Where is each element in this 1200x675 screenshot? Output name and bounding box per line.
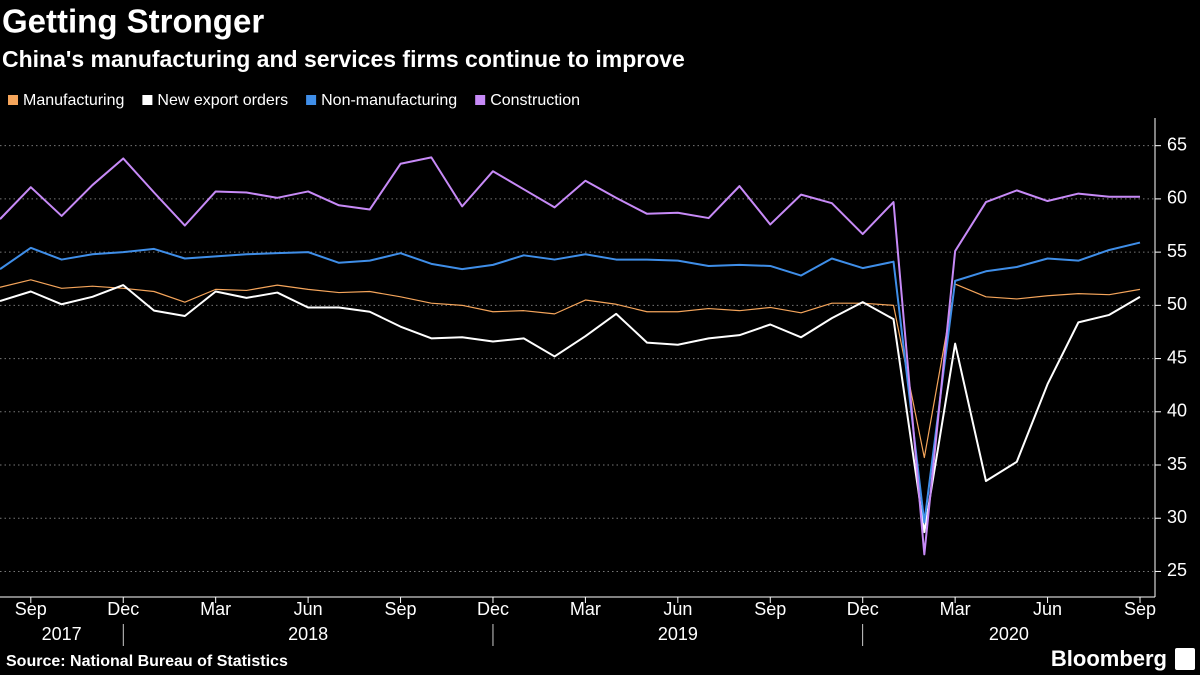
series-line	[0, 279, 1141, 459]
legend-swatch	[142, 95, 153, 105]
brand: Bloomberg	[1051, 646, 1167, 671]
year-label: 2019	[658, 624, 698, 644]
brand-icon	[1175, 648, 1195, 670]
y-tick-label: 45	[1167, 347, 1187, 367]
x-tick-label: Dec	[847, 599, 879, 619]
source: Source: National Bureau of Statistics	[6, 653, 288, 670]
y-tick-label: 25	[1167, 560, 1187, 580]
x-tick-label: Mar	[200, 599, 231, 619]
chart-title: Getting Stronger	[2, 3, 264, 40]
y-tick-label: 30	[1167, 507, 1187, 527]
y-tick-label: 35	[1167, 454, 1187, 474]
x-tick-label: Sep	[754, 599, 786, 619]
year-label: 2017	[42, 624, 82, 644]
series-line	[0, 156, 1140, 556]
y-tick-label: 55	[1167, 241, 1187, 261]
x-tick-label: Sep	[1124, 599, 1156, 619]
x-tick-label: Dec	[477, 599, 509, 619]
x-tick-label: Sep	[15, 599, 47, 619]
legend-swatch	[306, 95, 317, 105]
legend-label: New export orders	[157, 92, 288, 109]
legend-swatch	[8, 95, 18, 105]
x-tick-label: Mar	[570, 599, 601, 619]
legend-swatch	[475, 95, 486, 105]
x-tick-label: Jun	[663, 599, 692, 619]
series-line	[0, 241, 1141, 524]
x-tick-label: Dec	[107, 599, 139, 619]
y-tick-label: 50	[1167, 294, 1187, 314]
x-tick-label: Sep	[385, 599, 417, 619]
legend-label: Manufacturing	[23, 92, 124, 109]
x-tick-label: Jun	[1033, 599, 1062, 619]
x-tick-label: Jun	[294, 599, 323, 619]
legend-label: Construction	[490, 92, 580, 109]
legend-label: Non-manufacturing	[321, 92, 457, 109]
y-tick-label: 40	[1167, 401, 1187, 421]
year-label: 2018	[288, 624, 328, 644]
chart-subtitle: China's manufacturing and services firms…	[2, 46, 685, 72]
x-tick-label: Mar	[940, 599, 971, 619]
y-tick-label: 60	[1167, 188, 1187, 208]
y-tick-label: 65	[1167, 134, 1187, 154]
year-label: 2020	[989, 624, 1029, 644]
series-line	[0, 284, 1141, 534]
